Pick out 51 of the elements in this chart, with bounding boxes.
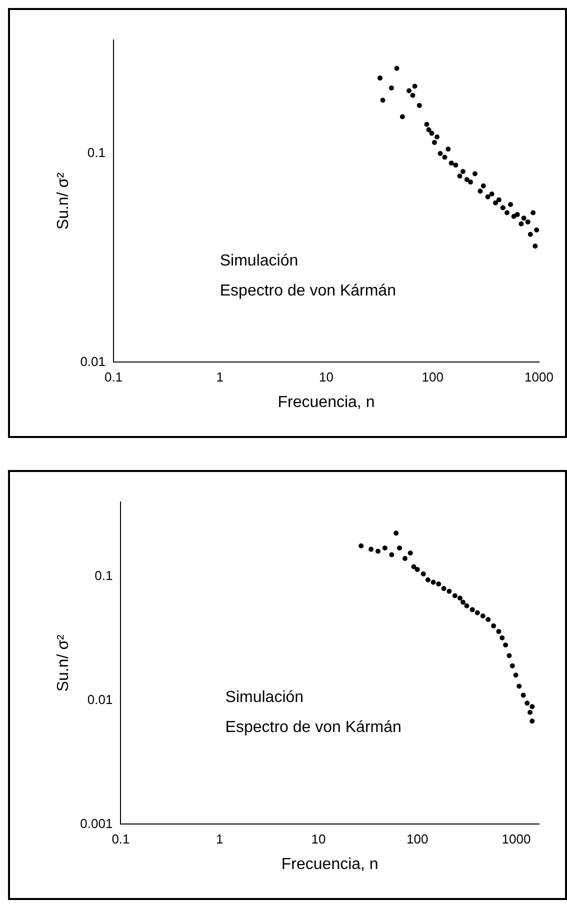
point <box>442 154 448 160</box>
point <box>453 162 458 168</box>
y-tick-label: 0.001 <box>80 816 113 831</box>
point <box>504 210 510 216</box>
y-tick-label: 0.01 <box>80 354 106 369</box>
y-tick-label: 0.1 <box>94 568 113 584</box>
point <box>448 160 454 166</box>
point <box>508 202 514 207</box>
x-tick-label: 0.1 <box>112 832 130 847</box>
point <box>485 194 490 200</box>
point <box>514 212 520 218</box>
x-axis-title: Frecuencia, n <box>281 856 378 873</box>
x-tick-label: 100 <box>406 832 428 847</box>
point <box>412 84 418 89</box>
x-tick-label: 10 <box>311 832 326 847</box>
y-axis-title: Su.n/ σ² <box>55 634 72 692</box>
annotation: Espectro de von Kármán <box>225 718 402 736</box>
y-tick-label: 0.01 <box>87 692 113 707</box>
point <box>518 221 524 226</box>
point <box>464 177 470 182</box>
point <box>438 151 443 156</box>
x-tick-label: 1 <box>216 832 224 847</box>
point <box>521 216 526 221</box>
point <box>400 114 405 120</box>
point <box>446 146 451 152</box>
point <box>480 183 486 188</box>
point <box>478 188 483 194</box>
x-tick-label: 10 <box>319 370 334 385</box>
y-axis-title: Su.n/ σ² <box>55 172 72 230</box>
point <box>496 197 502 202</box>
point <box>493 200 498 206</box>
point <box>500 205 506 210</box>
point <box>416 102 422 108</box>
annotation: Simulación <box>225 688 304 706</box>
point <box>468 180 473 185</box>
x-tick-label: 1000 <box>524 370 554 385</box>
point <box>460 169 466 174</box>
point <box>434 134 440 140</box>
x-tick-label: 0.1 <box>104 370 123 385</box>
x-tick-label: 1000 <box>502 832 531 847</box>
x-tick-label: 1 <box>216 370 224 385</box>
point <box>432 140 437 145</box>
y-tick-label: 0.1 <box>87 145 106 160</box>
annotation: Espectro de von Kármán <box>220 282 396 300</box>
x-axis-title: Frecuencia, n <box>278 394 375 411</box>
point <box>489 191 494 196</box>
point <box>472 171 478 176</box>
point <box>525 219 530 224</box>
annotation: Simulación <box>220 252 298 270</box>
point <box>457 174 462 179</box>
x-tick-label: 100 <box>422 370 444 385</box>
